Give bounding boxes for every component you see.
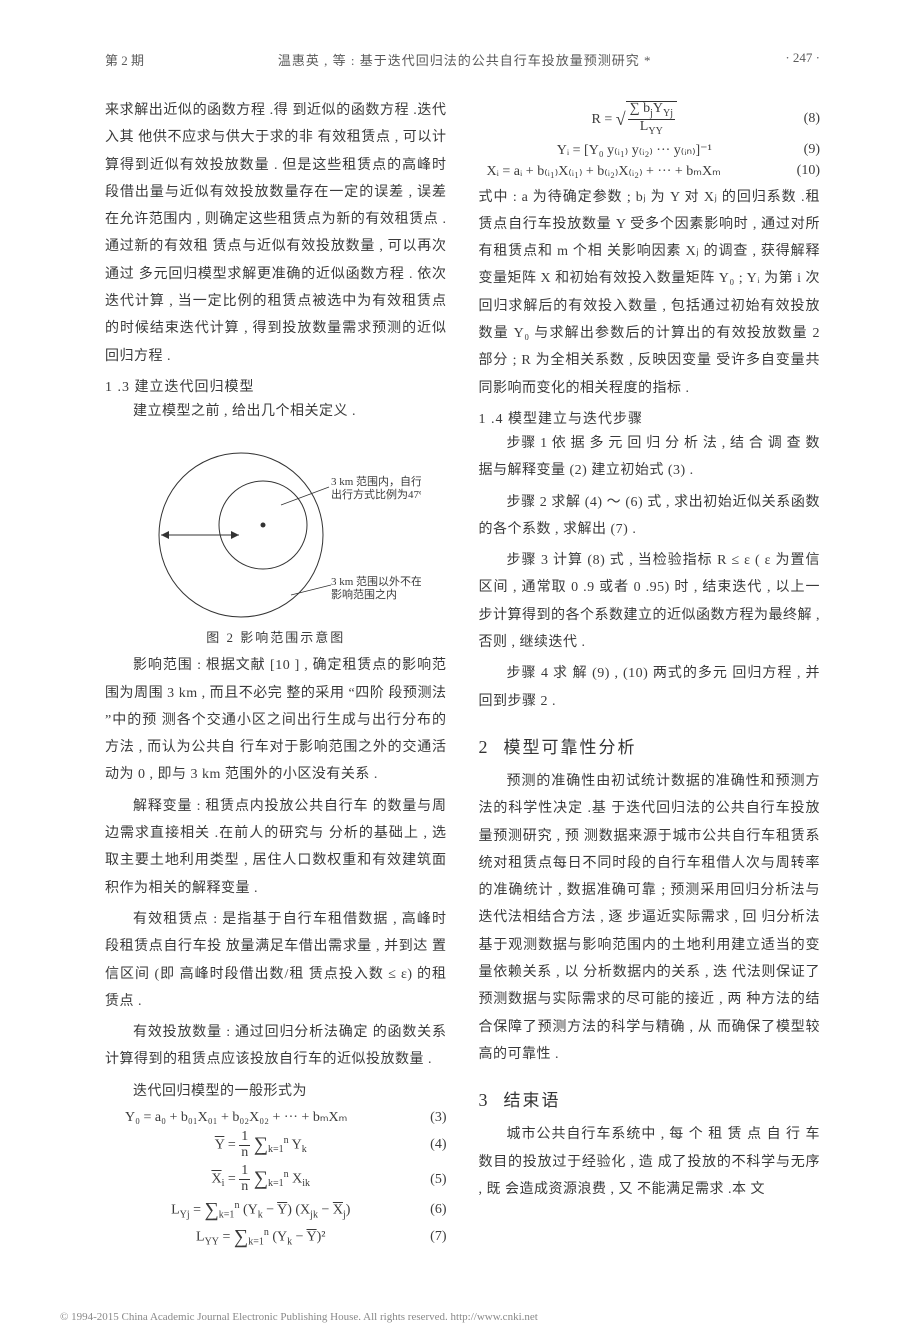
formula-9: Yᵢ = [Y₀ y₍ᵢ₁₎ y₍ᵢ₂₎ ··· y₍ᵢₙ₎]⁻¹ (9) — [479, 142, 821, 159]
subsection-13: 1 .3 建立迭代回归模型 — [105, 376, 447, 396]
formula-5: Xi = 1n ∑k=1n Xik (5) — [105, 1164, 447, 1194]
formula-4: Y = 1n ∑k=1n Yk (4) — [105, 1130, 447, 1160]
left-paragraph-2: 建立模型之前 , 给出几个相关定义 . — [105, 398, 447, 425]
step-3: 步骤 3 计算 (8) 式 , 当检验指标 R ≤ ε ( ε 为置信区间 , … — [479, 547, 821, 656]
formula-4-content: Y = 1n ∑k=1n Yk — [105, 1130, 417, 1160]
formula-3: Y₀ = a₀ + b₀₁X₀₁ + b₀₂X₀₂ + ··· + bₘXₘ (… — [105, 1109, 447, 1126]
formula-4-num: (4) — [417, 1137, 447, 1153]
right-paragraph-6: 预测的准确性由初试统计数据的准确性和预测方法的科学性决定 .基 于迭代回归法的公… — [479, 768, 821, 1068]
two-column-layout: 来求解出近似的函数方程 .得 到近似的函数方程 .迭代入其 他供不应求与供大于求… — [105, 97, 820, 1253]
left-paragraph-4: 解释变量 : 租赁点内投放公共自行车 的数量与周边需求直接相关 .在前人的研究与… — [105, 793, 447, 902]
subsection-14: 1 .4 模型建立与迭代步骤 — [479, 408, 821, 428]
section-3-num: 3 — [479, 1090, 490, 1110]
left-column: 来求解出近似的函数方程 .得 到近似的函数方程 .迭代入其 他供不应求与供大于求… — [105, 97, 447, 1253]
formula-6: LYj = ∑k=1n (Yk − Y) (Xjk − Xj) (6) — [105, 1199, 447, 1222]
formula-8-num: (8) — [790, 111, 820, 127]
running-title: 温惠英 , 等 : 基于迭代回归法的公共自行车投放量预测研究 * — [144, 50, 785, 69]
formula-9-num: (9) — [790, 142, 820, 158]
left-paragraph-5: 有效租赁点 : 是指基于自行车租借数据 , 高峰时段租赁点自行车投 放量满足车借… — [105, 906, 447, 1015]
step-2: 步骤 2 求解 (4) ～ (6) 式 , 求出初始近似关系函数的各个系数 , … — [479, 489, 821, 544]
formula-10-content: Xᵢ = aᵢ + b₍ᵢ₁₎X₍ᵢ₁₎ + b₍ᵢ₂₎X₍ᵢ₂₎ + ··· … — [479, 163, 791, 180]
formula-10-num: (10) — [790, 163, 820, 179]
right-column: R = √ ∑ bjYYjLYY (8) Yᵢ = [Y₀ y₍ᵢ₁₎ y₍ᵢ₂… — [479, 97, 821, 1253]
formula-7: LYY = ∑k=1n (Yk − Y)² (7) — [105, 1226, 447, 1249]
section-3-title: 结束语 — [504, 1091, 561, 1110]
formula-8-content: R = √ ∑ bjYYjLYY — [479, 101, 791, 138]
left-paragraph-1: 来求解出近似的函数方程 .得 到近似的函数方程 .迭代入其 他供不应求与供大于求… — [105, 97, 447, 370]
fig-label-outer-1: 3 km 范围以外不在 — [331, 574, 421, 588]
issue-label: 第 2 期 — [105, 50, 144, 69]
page: 第 2 期 温惠英 , 等 : 基于迭代回归法的公共自行车投放量预测研究 * ·… — [0, 0, 920, 1293]
left-paragraph-3: 影响范围 : 根据文献 [10 ] , 确定租赁点的影响范围为周围 3 km ,… — [105, 652, 447, 788]
formula-5-num: (5) — [417, 1172, 447, 1188]
section-2-num: 2 — [479, 737, 490, 757]
formula-5-content: Xi = 1n ∑k=1n Xik — [105, 1164, 417, 1194]
fig-label-inner-2: 出行方式比例为47% — [331, 487, 421, 501]
step-4: 步骤 4 求 解 (9) , (10) 两式的多元 回归方程 , 并回到步骤 2… — [479, 660, 821, 715]
fig-label-inner-1: 3 km 范围内，自行车 — [331, 474, 421, 488]
page-number: · 247 · — [785, 50, 820, 69]
left-paragraph-6: 有效投放数量 : 通过回归分析法确定 的函数关系计算得到的租赁点应该投放自行车的… — [105, 1019, 447, 1074]
formula-7-num: (7) — [417, 1229, 447, 1245]
right-paragraph-1: 式中 : a 为待确定参数 ; bⱼ 为 Y 对 Xⱼ 的回归系数 .租赁点自行… — [479, 184, 821, 402]
influence-range-diagram: 3 km 范围内，自行车 出行方式比例为47% 3 km 范围以外不在 影响范围… — [131, 435, 421, 625]
right-paragraph-7: 城市公共自行车系统中 , 每 个 租 赁 点 自 行 车数目的投放过于经验化 ,… — [479, 1121, 821, 1203]
fig-label-outer-2: 影响范围之内 — [331, 587, 397, 601]
section-3-heading: 3 结束语 — [479, 1086, 821, 1111]
formula-7-content: LYY = ∑k=1n (Yk − Y)² — [105, 1226, 417, 1249]
section-2-title: 模型可靠性分析 — [504, 738, 637, 757]
formula-3-content: Y₀ = a₀ + b₀₁X₀₁ + b₀₂X₀₂ + ··· + bₘXₘ — [105, 1109, 417, 1126]
formula-6-content: LYj = ∑k=1n (Yk − Y) (Xjk − Xj) — [105, 1199, 417, 1222]
step-1: 步骤 1 依 据 多 元 回 归 分 析 法 , 结 合 调 查 数据与解释变量… — [479, 430, 821, 485]
figure-2-caption: 图 2 影响范围示意图 — [206, 627, 345, 646]
figure-2: 3 km 范围内，自行车 出行方式比例为47% 3 km 范围以外不在 影响范围… — [105, 435, 447, 646]
formula-10: Xᵢ = aᵢ + b₍ᵢ₁₎X₍ᵢ₁₎ + b₍ᵢ₂₎X₍ᵢ₂₎ + ··· … — [479, 163, 821, 180]
copyright-footer: © 1994-2015 China Academic Journal Elect… — [0, 1293, 920, 1337]
formula-6-num: (6) — [417, 1202, 447, 1218]
running-header: 第 2 期 温惠英 , 等 : 基于迭代回归法的公共自行车投放量预测研究 * ·… — [105, 50, 820, 69]
formula-3-num: (3) — [417, 1110, 447, 1126]
formula-9-content: Yᵢ = [Y₀ y₍ᵢ₁₎ y₍ᵢ₂₎ ··· y₍ᵢₙ₎]⁻¹ — [479, 142, 791, 159]
left-paragraph-7: 迭代回归模型的一般形式为 — [105, 1078, 447, 1105]
section-2-heading: 2 模型可靠性分析 — [479, 733, 821, 758]
formula-8: R = √ ∑ bjYYjLYY (8) — [479, 101, 821, 138]
